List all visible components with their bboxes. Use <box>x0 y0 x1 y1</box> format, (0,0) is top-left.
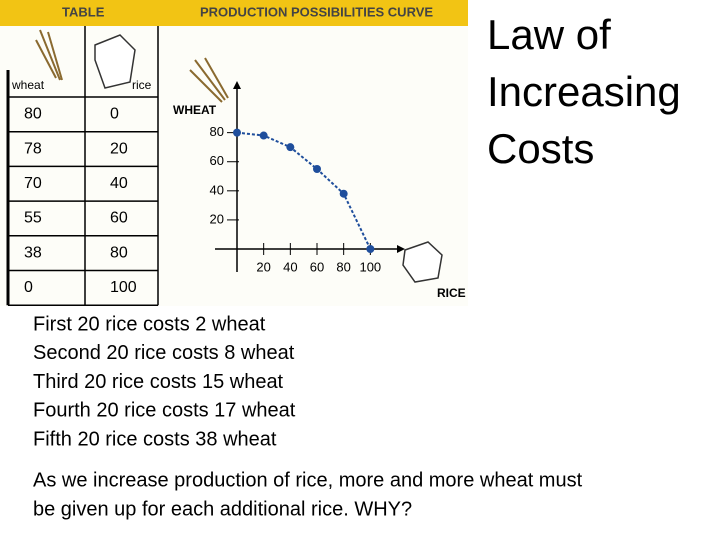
cost-note: Second 20 rice costs 8 wheat <box>33 342 295 364</box>
y-axis-label: WHEAT <box>173 103 217 117</box>
cost-note: Fifth 20 rice costs 38 wheat <box>33 428 277 450</box>
table: wheat rice 80 0 78 20 70 40 55 60 38 80 0 100 <box>6 26 159 306</box>
ppc-curve <box>236 131 372 250</box>
table-cell: 40 <box>110 175 128 192</box>
x-axis-arrow <box>397 245 405 253</box>
x-tick-label: 20 <box>256 259 270 274</box>
table-cell: 80 <box>110 244 128 261</box>
x-tick-label: 60 <box>310 259 324 274</box>
conclusion: As we increase production of rice, more … <box>33 469 583 491</box>
cost-note: Fourth 20 rice costs 17 wheat <box>33 400 296 422</box>
data-point <box>339 189 348 198</box>
y-tick-label: 60 <box>210 153 224 168</box>
table-label: TABLE <box>62 4 105 19</box>
y-tick-label: 40 <box>210 182 224 197</box>
table-cell: 0 <box>24 279 33 296</box>
table-cell: 80 <box>24 106 42 123</box>
table-cell: 78 <box>24 140 42 157</box>
x-tick-label: 100 <box>359 259 381 274</box>
wheat-icon-chart <box>189 57 229 103</box>
wheat-icon <box>35 29 63 81</box>
y-tick-label: 80 <box>210 124 224 139</box>
column-header: rice <box>132 78 152 92</box>
x-tick-label: 40 <box>283 259 297 274</box>
slide-title: Costs <box>487 125 594 172</box>
x-axis-label: RICE <box>437 286 466 300</box>
table-cell: 60 <box>110 210 128 227</box>
chart-label: PRODUCTION POSSIBILITIES CURVE <box>200 4 433 19</box>
table-cell: 20 <box>110 140 128 157</box>
header-bar <box>0 0 468 26</box>
data-point <box>313 165 321 173</box>
conclusion: be given up for each additional rice. WH… <box>33 498 412 520</box>
table-cell: 55 <box>24 210 42 227</box>
column-header: wheat <box>11 78 45 92</box>
x-tick-label: 80 <box>336 259 350 274</box>
data-point <box>259 131 268 140</box>
table-cell: 70 <box>24 175 42 192</box>
y-tick-label: 20 <box>210 211 224 226</box>
table-cell: 100 <box>110 279 137 296</box>
data-point <box>366 245 375 253</box>
rice-icon <box>94 34 136 89</box>
table-cell: 0 <box>110 106 119 123</box>
cost-note: First 20 rice costs 2 wheat <box>33 313 266 335</box>
slide-title: Law of <box>487 11 611 58</box>
text-block: Law of Increasing Costs First 20 rice costs… <box>33 11 681 520</box>
table-cell: 38 <box>24 244 42 261</box>
y-axis-arrow <box>233 81 241 89</box>
data-point <box>233 128 241 137</box>
chart: WHEAT RICE 20 40 60 80 100 20 40 60 80 <box>173 81 466 300</box>
data-point <box>286 143 295 152</box>
cost-note: Third 20 rice costs 15 wheat <box>33 371 284 393</box>
slide-title: Increasing <box>487 68 681 115</box>
rice-icon-chart <box>402 241 443 283</box>
